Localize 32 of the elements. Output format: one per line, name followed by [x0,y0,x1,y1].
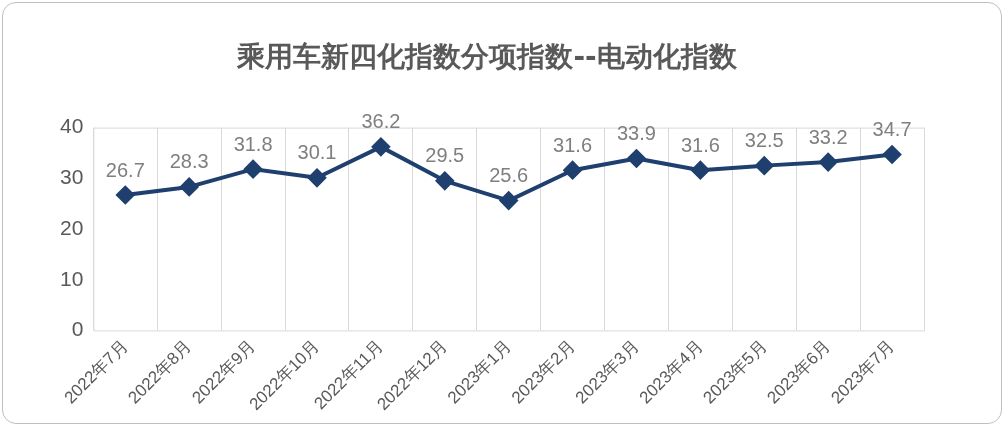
data-label: 32.5 [744,129,784,152]
y-tick-label: 20 [60,215,84,239]
data-label: 26.7 [105,158,145,181]
data-label: 31.6 [553,133,593,156]
chart-title: 乘用车新四化指数分项指数--电动化指数 [236,40,738,74]
point [244,160,263,179]
data-label: 29.5 [425,144,465,167]
point [499,191,518,210]
data-label: 33.9 [617,122,656,145]
data-label: 30.1 [297,141,337,164]
point [883,145,902,164]
data-label: 33.2 [808,125,848,148]
data-label: 34.7 [872,117,912,140]
point [307,168,326,187]
point [691,161,710,180]
point [819,153,838,172]
point [180,177,199,196]
y-tick-label: 40 [60,114,84,138]
y-tick-label: 30 [60,165,84,189]
data-label: 31.6 [680,133,720,156]
data-label: 25.6 [489,164,529,187]
point [627,149,646,168]
y-tick-label: 0 [71,317,84,341]
data-label: 36.2 [361,110,401,133]
point [563,161,582,180]
data-label: 31.8 [233,132,273,155]
point [755,156,774,175]
point [435,171,454,190]
point [116,186,135,205]
data-label: 28.3 [169,150,209,173]
point [371,137,390,156]
y-tick-label: 10 [60,266,84,290]
